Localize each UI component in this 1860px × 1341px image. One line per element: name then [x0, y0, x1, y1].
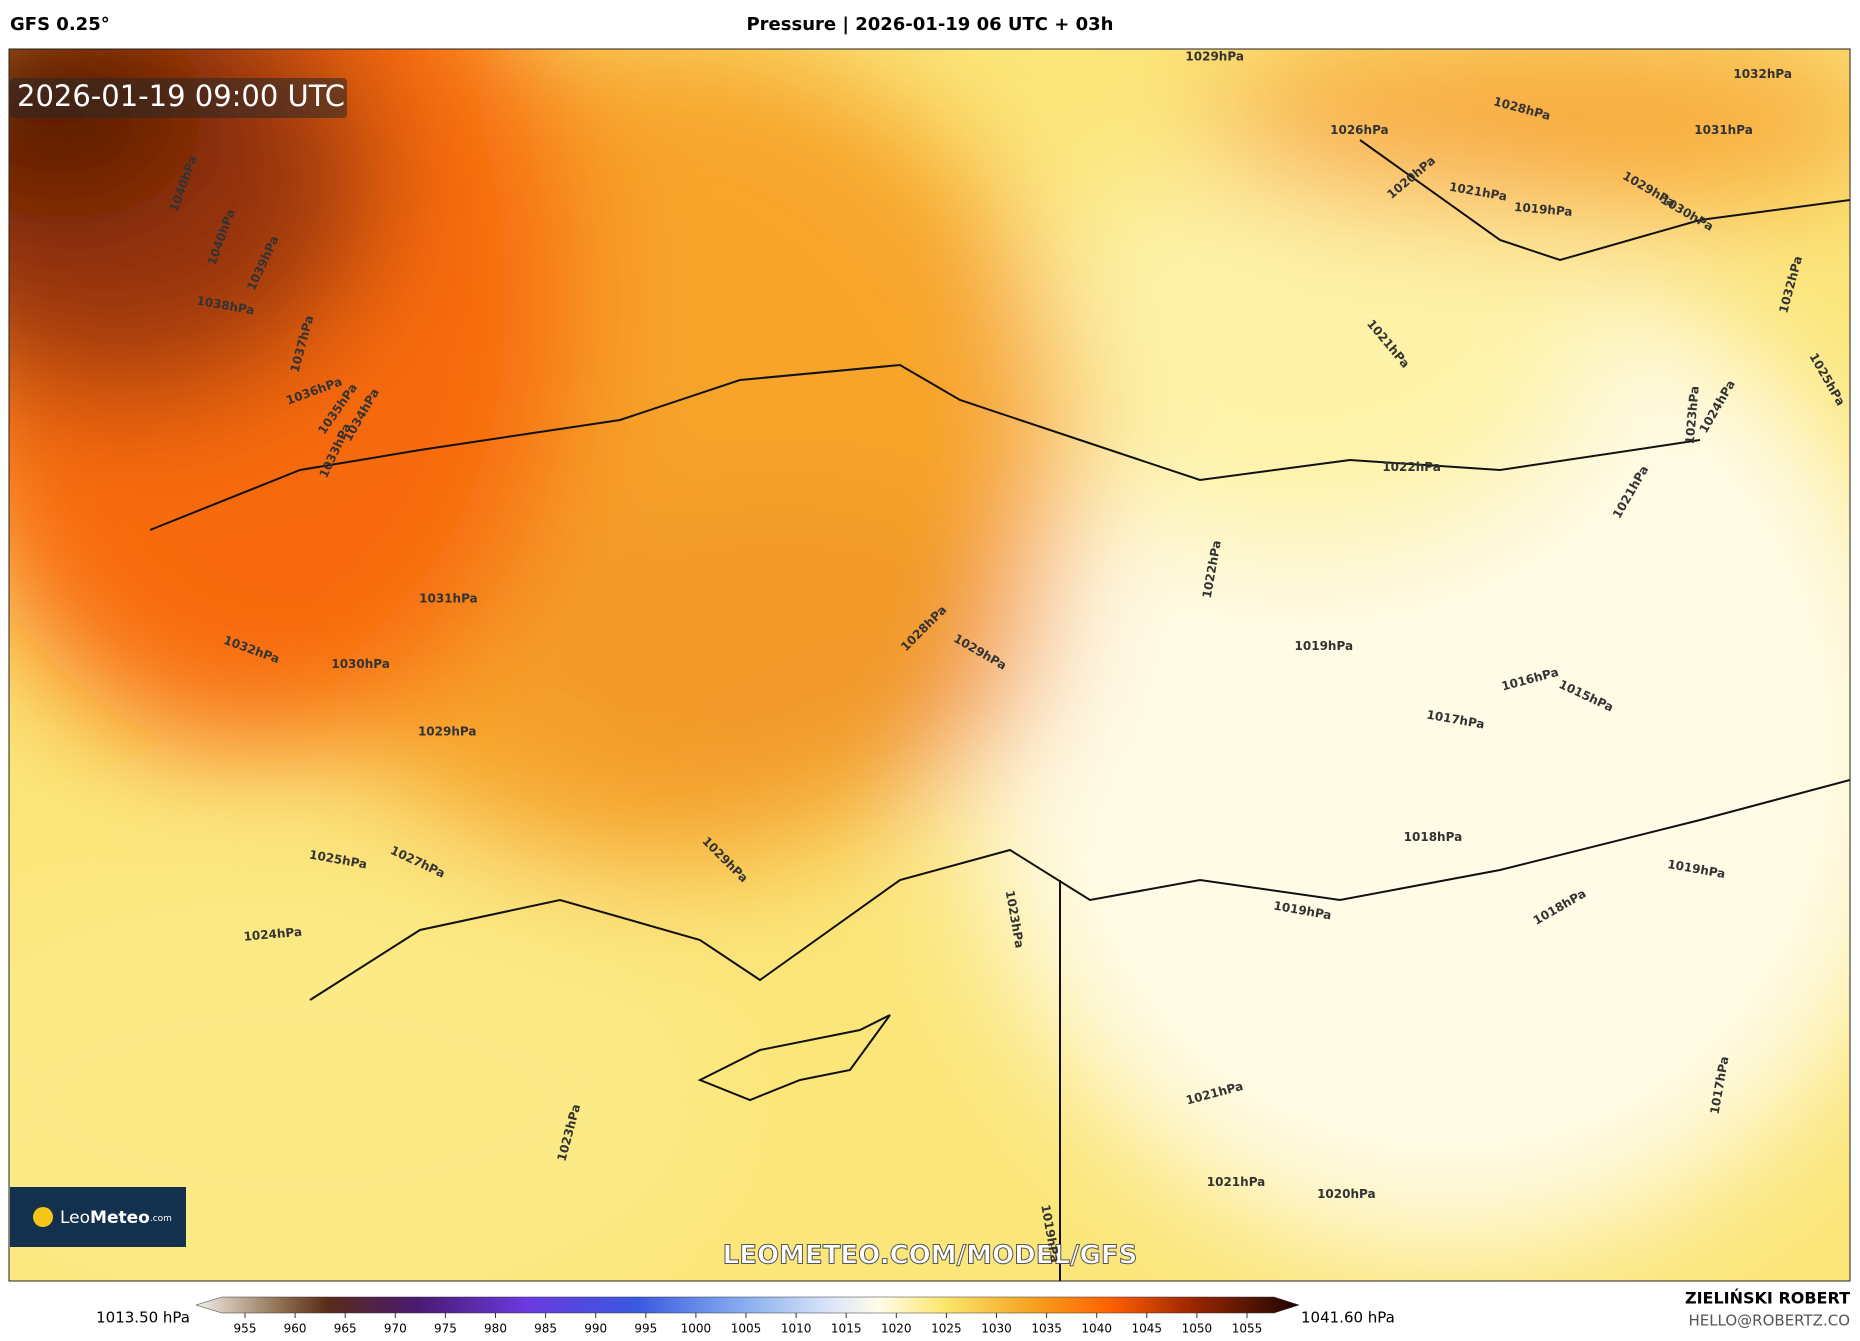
colorbar-tick-label: 1030 [981, 1322, 1012, 1336]
contour-label: 1026hPa [1330, 123, 1389, 137]
contour-label: 1024hPa [243, 925, 303, 944]
contour-label: 1023hPa [1683, 385, 1702, 445]
timestamp: 2026-01-19 09:00 UTC [17, 79, 345, 113]
contour-label: 1019hPa [1295, 639, 1354, 653]
title: Pressure | 2026-01-19 06 UTC + 03h [746, 14, 1113, 35]
logo-sun [33, 1207, 53, 1227]
contour-label: 1019hPa [1514, 200, 1574, 219]
watermark: LEOMETEO.COM/MODEL/GFS [723, 1241, 1138, 1271]
colorbar-tick-label: 990 [584, 1322, 607, 1336]
timestamp-box [10, 78, 347, 118]
contour-label: 1031hPa [419, 592, 478, 606]
logo-bold: Meteo [90, 1208, 150, 1228]
colorbar-tick-label: 985 [534, 1322, 557, 1336]
contour-label: 1021hPa [1207, 1175, 1266, 1189]
cyprus [697, 1014, 891, 1102]
colorbar-tick-label: 1020 [881, 1322, 912, 1336]
colorbar-tick-label: 1000 [681, 1322, 712, 1336]
colorbar-tick-label: 1015 [831, 1322, 862, 1336]
colorbar [195, 1296, 1300, 1314]
logo: LeoMeteo.com [60, 1208, 172, 1228]
contour-label: 1018hPa [1404, 830, 1463, 844]
colorbar-tick-label: 955 [234, 1322, 257, 1336]
author: ZIELIŃSKI ROBERT [1685, 1289, 1850, 1308]
colorbar-tick-label: 1055 [1232, 1322, 1263, 1336]
colorbar-tick-label: 970 [384, 1322, 407, 1336]
colorbar-tick-label: 960 [284, 1322, 307, 1336]
colorbar-tick-label: 975 [434, 1322, 457, 1336]
colorbar-tick-label: 1010 [781, 1322, 812, 1336]
colorbar-tick-label: 1005 [731, 1322, 762, 1336]
colorbar-tick-label: 1050 [1182, 1322, 1213, 1336]
map-frame [8, 48, 1851, 1282]
contour-label: 1030hPa [331, 657, 390, 671]
model: GFS 0.25° [10, 14, 110, 35]
logo-suffix: .com [150, 1214, 172, 1224]
colorbar-tick-label: 1035 [1031, 1322, 1062, 1336]
colorbar-min: 1013.50 hPa [96, 1309, 190, 1327]
email: HELLO@ROBERTZ.CO [1688, 1312, 1850, 1330]
colorbar-tick-label: 1025 [931, 1322, 962, 1336]
colorbar-tick-label: 980 [484, 1322, 507, 1336]
contour-label: 1022hPa [1382, 460, 1441, 474]
colorbar-tick-label: 995 [634, 1322, 657, 1336]
contour-label: 1020hPa [1317, 1187, 1376, 1201]
colorbar-ticks: 955 960 965 970 975 980 985 990 995 1000 1005 1010 1… [234, 1313, 1263, 1336]
contour-label: 1029hPa [418, 724, 477, 738]
colorbar-tick-label: 965 [334, 1322, 357, 1336]
logo-name: Leo [60, 1208, 90, 1228]
contour-label: 1029hPa [1185, 49, 1244, 63]
contour-label: 1031hPa [1694, 123, 1753, 137]
colorbar-max: 1041.60 hPa [1301, 1309, 1395, 1327]
borders [149, 139, 1850, 1281]
colorbar-tick-label: 1045 [1132, 1322, 1163, 1336]
colorbar-tick-label: 1040 [1081, 1322, 1112, 1336]
contour-label: 1032hPa [1733, 67, 1792, 81]
